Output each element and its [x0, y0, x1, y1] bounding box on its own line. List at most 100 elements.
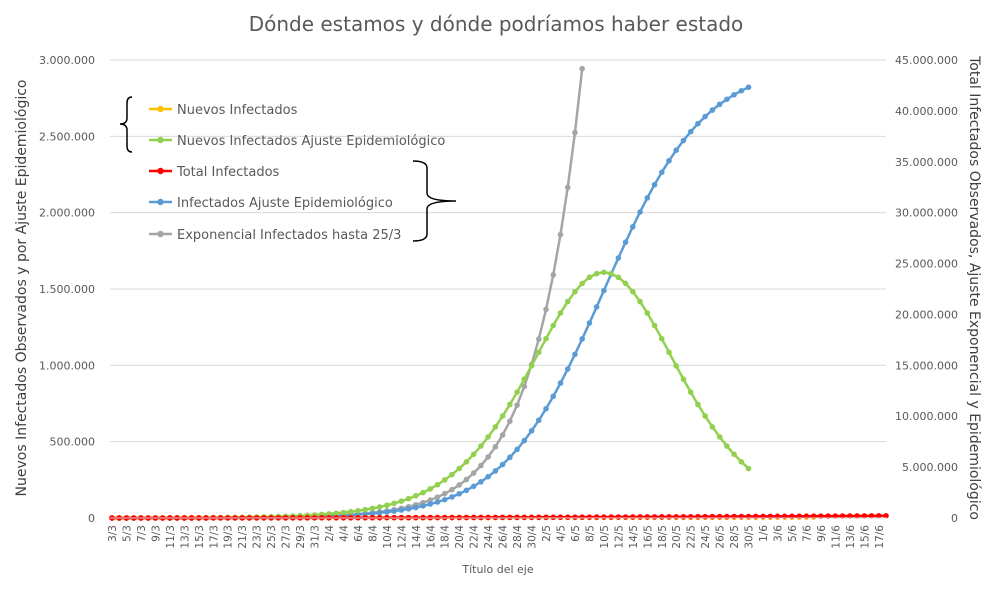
- x-tick-label: 14/5: [628, 525, 640, 549]
- data-point: [601, 269, 607, 276]
- data-point: [521, 514, 528, 521]
- data-point: [731, 513, 737, 520]
- x-tick-label: 12/4: [396, 525, 408, 549]
- data-point: [702, 113, 708, 120]
- data-point: [738, 87, 745, 94]
- chart-title: Dónde estamos y dónde podríamos haber es…: [249, 12, 744, 36]
- x-tick-label: 28/4: [512, 525, 524, 549]
- x-tick-label: 2/5: [541, 525, 553, 542]
- data-point: [478, 443, 484, 449]
- data-point: [499, 461, 506, 468]
- x-tick-label: 20/4: [454, 525, 466, 549]
- data-point: [550, 322, 557, 329]
- data-point: [695, 513, 701, 520]
- data-point: [731, 451, 737, 458]
- data-point: [868, 513, 875, 519]
- data-point: [550, 393, 557, 400]
- x-tick-label: 17/3: [208, 525, 220, 549]
- data-point: [543, 306, 549, 313]
- data-point: [507, 401, 513, 408]
- x-tick-label: 4/5: [555, 525, 567, 542]
- x-tick-label: 27/3: [281, 525, 293, 549]
- x-tick-label: 11/3: [165, 525, 177, 549]
- legend: Nuevos Infectados Nuevos Infectados Ajus…: [119, 96, 457, 243]
- data-point: [507, 514, 513, 521]
- x-tick-label: 30/4: [527, 525, 539, 549]
- data-point: [658, 514, 665, 520]
- right-tick-label: 10.000.000: [895, 410, 958, 423]
- x-tick-label: 5/6: [787, 525, 799, 542]
- left-tick-label: 0: [88, 512, 95, 525]
- left-tick-label: 3.000.000: [39, 54, 95, 67]
- data-point: [521, 383, 528, 390]
- x-tick-label: 30/5: [744, 525, 756, 549]
- data-point: [369, 505, 376, 512]
- data-point: [413, 504, 419, 511]
- x-tick-label: 7/6: [801, 525, 813, 542]
- x-tick-label: 12/5: [613, 525, 625, 549]
- data-point: [716, 513, 723, 520]
- left-axis-ticks: 0 500.000 1.000.000 1.500.000 2.000.000 2.500…: [39, 54, 95, 525]
- data-point: [528, 514, 535, 521]
- right-axis-title: Total Infectados Observados, Ajuste Expo…: [966, 55, 982, 520]
- data-point: [687, 128, 694, 135]
- data-point: [456, 482, 463, 488]
- data-point: [463, 459, 470, 465]
- data-point: [535, 417, 542, 424]
- data-point: [543, 514, 549, 521]
- data-point: [470, 514, 477, 521]
- data-point: [391, 500, 397, 507]
- right-axis-group-brace: [412, 160, 457, 242]
- data-point: [716, 434, 723, 440]
- x-tick-label: 11/6: [830, 525, 842, 549]
- data-point: [434, 481, 441, 488]
- data-point: [492, 468, 499, 474]
- x-tick-label: 8/5: [584, 525, 596, 542]
- data-point: [514, 514, 520, 521]
- data-point: [485, 434, 491, 440]
- data-point: [485, 454, 491, 460]
- legend-item-infectados-ajuste: Infectados Ajuste Epidemiológico: [149, 196, 393, 211]
- x-tick-label: 2/4: [324, 525, 336, 542]
- data-point: [492, 443, 499, 450]
- x-tick-label: 16/4: [425, 525, 437, 549]
- data-point: [485, 473, 491, 480]
- data-point: [637, 514, 643, 520]
- series-1: [109, 269, 752, 521]
- data-point: [499, 413, 506, 419]
- data-point: [499, 432, 506, 438]
- data-point: [420, 503, 426, 509]
- data-point: [832, 513, 839, 519]
- data-point: [514, 389, 520, 395]
- x-tick-label: 28/5: [729, 525, 741, 549]
- data-point: [362, 506, 368, 513]
- data-point: [499, 514, 506, 521]
- x-tick-label: 15/6: [859, 525, 871, 549]
- data-point: [608, 514, 614, 520]
- x-tick-label: 25/3: [266, 525, 278, 549]
- data-point: [405, 495, 412, 502]
- left-axis-group-brace: [119, 96, 133, 153]
- data-point: [427, 497, 434, 503]
- data-point: [347, 508, 354, 515]
- data-point: [673, 514, 680, 520]
- data-point: [579, 65, 585, 72]
- x-tick-label: 29/3: [295, 525, 307, 549]
- x-tick-label: 22/5: [686, 525, 698, 549]
- data-point: [557, 231, 564, 238]
- data-point: [528, 363, 535, 369]
- data-point: [514, 446, 520, 453]
- x-tick-label: 6/5: [570, 525, 582, 542]
- x-tick-label: 13/3: [179, 525, 191, 549]
- data-point: [572, 351, 578, 358]
- legend-label: Infectados Ajuste Epidemiológico: [177, 196, 393, 211]
- data-point: [470, 483, 477, 490]
- data-point: [441, 477, 448, 483]
- series-line: [112, 86, 750, 520]
- data-point: [463, 476, 470, 483]
- x-tick-label: 26/4: [498, 525, 510, 549]
- data-point: [586, 514, 593, 520]
- data-point: [644, 310, 651, 316]
- data-point: [572, 288, 578, 295]
- legend-item-total-infectados: Total Infectados: [149, 165, 280, 180]
